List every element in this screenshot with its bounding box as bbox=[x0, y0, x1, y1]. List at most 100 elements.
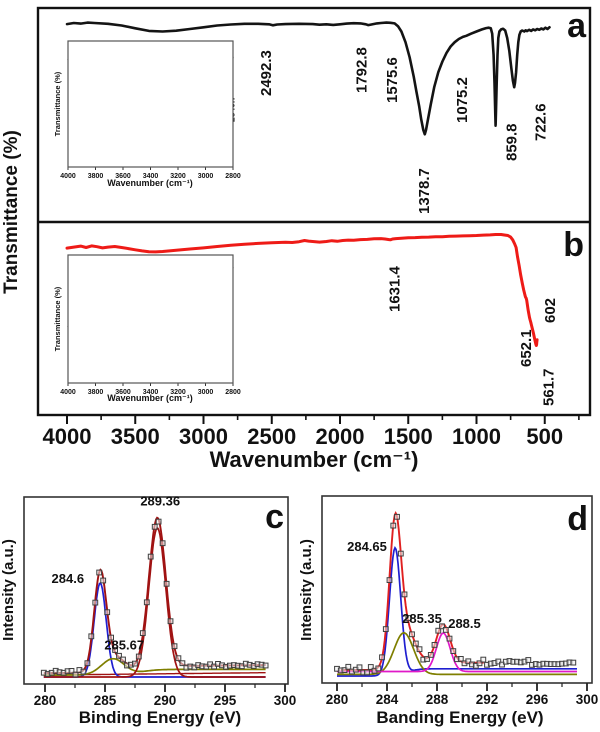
inset-x-tick-label: 3800 bbox=[88, 389, 104, 396]
inset-x-tick-label: 3000 bbox=[198, 173, 214, 180]
xps-data-marker bbox=[424, 656, 430, 662]
xps-data-marker bbox=[446, 635, 453, 642]
xps-d-frame bbox=[321, 495, 593, 684]
ftir-a-peak-label: 1792.8 bbox=[353, 47, 370, 93]
xps-data-marker bbox=[435, 627, 442, 634]
xps-c-y-axis-label: Intensity (a.u.) bbox=[0, 539, 17, 641]
ftir-x-tick-label: 2500 bbox=[247, 424, 296, 449]
xps-data-marker bbox=[171, 643, 178, 650]
xps-data-marker bbox=[412, 640, 419, 647]
xps-data-marker bbox=[450, 648, 457, 655]
xps-data-marker bbox=[84, 660, 91, 667]
xps-data-marker bbox=[401, 591, 408, 598]
ftir-inset-a: Transmittance (%) Wavenumber (cm⁻¹) bbox=[53, 40, 234, 188]
xps-x-tick-label: 296 bbox=[526, 692, 549, 707]
xps-x-tick-label: 292 bbox=[476, 692, 499, 707]
xps-data-marker bbox=[409, 631, 415, 638]
ftir-x-tick-label: 3500 bbox=[111, 424, 160, 449]
xps-data-marker bbox=[465, 658, 472, 665]
xps-data-marker bbox=[356, 664, 363, 671]
xps-data-marker bbox=[375, 665, 382, 672]
xps-d-dynamic-layer: 280 284 288 292 296 300 284.65 285.35 288.5 bbox=[326, 510, 599, 707]
xps-fit-component bbox=[43, 526, 266, 678]
xps-data-marker bbox=[262, 662, 269, 669]
ftir-x-tick-label: 1000 bbox=[452, 424, 501, 449]
xps-data-marker bbox=[499, 661, 505, 668]
inset-b-y-axis-label: Transmittance (%) bbox=[53, 286, 62, 351]
xps-x-tick-label: 300 bbox=[576, 692, 599, 707]
xps-x-tick-label: 280 bbox=[34, 693, 57, 708]
xps-data-marker bbox=[155, 518, 162, 525]
xps-data-marker bbox=[135, 653, 142, 660]
xps-data-marker bbox=[397, 550, 404, 557]
inset-x-tick-label: 3200 bbox=[170, 173, 186, 180]
xps-x-tick-label: 285 bbox=[94, 693, 117, 708]
xps-data-marker bbox=[179, 660, 186, 667]
xps-data-marker bbox=[416, 646, 423, 653]
inset-b-frame bbox=[67, 254, 234, 384]
ftir-x-axis-label: Wavenumber (cm⁻¹) bbox=[210, 447, 419, 472]
ftir-a-peak-label: 722.6 bbox=[532, 103, 549, 141]
xps-data-marker bbox=[100, 577, 107, 584]
ftir-a-peak-label: 859.8 bbox=[504, 123, 521, 161]
xps-panel-d: Intensity (a.u.) Banding Energy (eV) d 2… bbox=[298, 495, 599, 727]
inset-x-tick-label: 2800 bbox=[225, 389, 241, 396]
xps-data-marker bbox=[175, 655, 182, 662]
xps-data-marker bbox=[147, 553, 154, 560]
inset-x-tick-label: 3400 bbox=[143, 389, 159, 396]
ftir-y-axis-label: Transmittance (%) bbox=[1, 130, 22, 294]
inset-x-tick-label: 3400 bbox=[143, 173, 159, 180]
xps-panel-c: Intensity (a.u.) Binding Energy (eV) c 2… bbox=[0, 493, 296, 727]
xps-x-tick-label: 284 bbox=[376, 692, 399, 707]
xps-data-marker bbox=[405, 615, 412, 621]
xps-data-marker bbox=[439, 623, 445, 630]
xps-x-tick-label: 300 bbox=[274, 693, 297, 708]
xps-data-marker bbox=[92, 599, 99, 606]
inset-b-x-axis-label: Wavenumber (cm⁻¹) bbox=[107, 393, 192, 403]
xps-x-tick-label: 288 bbox=[426, 692, 449, 707]
xps-peak-label: 289.36 bbox=[140, 493, 180, 508]
xps-data-marker bbox=[68, 668, 75, 674]
inset-x-tick-label: 3000 bbox=[198, 389, 214, 396]
xps-data-marker bbox=[159, 540, 166, 547]
xps-fit-component bbox=[337, 545, 577, 677]
ftir-x-tick-label: 4000 bbox=[43, 424, 92, 449]
ftir-frame bbox=[36, 6, 592, 417]
xps-data-marker bbox=[457, 656, 464, 662]
xps-data-marker bbox=[390, 522, 397, 529]
xps-data-marker bbox=[345, 663, 352, 670]
xps-data-marker bbox=[120, 656, 126, 663]
ftir-x-tick-label: 3000 bbox=[179, 424, 228, 449]
xps-peak-label: 285.67 bbox=[104, 637, 144, 652]
xps-data-marker bbox=[112, 647, 118, 653]
xps-data-marker bbox=[341, 667, 348, 674]
xps-peak-label: 288.5 bbox=[448, 616, 481, 631]
xps-data-marker bbox=[442, 627, 449, 633]
ftir-a-peak-label: 1378.7 bbox=[416, 168, 433, 214]
xps-c-x-axis-label: Binding Energy (eV) bbox=[79, 708, 241, 727]
xps-data-marker bbox=[108, 634, 114, 641]
xps-data-marker bbox=[480, 656, 487, 663]
xps-data-marker bbox=[379, 654, 385, 661]
inset-a-x-axis-label: Wavenumber (cm⁻¹) bbox=[107, 178, 192, 188]
xps-data-marker bbox=[88, 633, 95, 640]
ftir-inset-b: Transmittance (%) Wavenumber (cm⁻¹) bbox=[53, 254, 234, 403]
ftir-a-curve bbox=[65, 21, 551, 136]
xps-c-frame bbox=[23, 496, 289, 685]
xps-data-marker bbox=[116, 652, 122, 659]
ftir-b-curve bbox=[65, 233, 539, 347]
ftir-figure: Transmittance (%) Wavenumber (cm⁻¹) a b … bbox=[1, 6, 592, 472]
xps-x-tick-label: 295 bbox=[214, 693, 237, 708]
xps-x-tick-label: 280 bbox=[326, 692, 349, 707]
xps-data-marker bbox=[167, 618, 174, 625]
xps-data-marker bbox=[104, 609, 111, 616]
xps-data-marker bbox=[525, 657, 532, 663]
xps-data-marker bbox=[132, 660, 138, 667]
xps-data-marker bbox=[139, 630, 146, 637]
xps-data-marker bbox=[386, 577, 393, 584]
ftir-x-tick-label: 1500 bbox=[384, 424, 433, 449]
xps-c-dynamic-layer: 280 285 290 295 300 284.6 285.67 289.36 bbox=[34, 493, 297, 708]
inset-x-tick-label: 2800 bbox=[225, 173, 241, 180]
